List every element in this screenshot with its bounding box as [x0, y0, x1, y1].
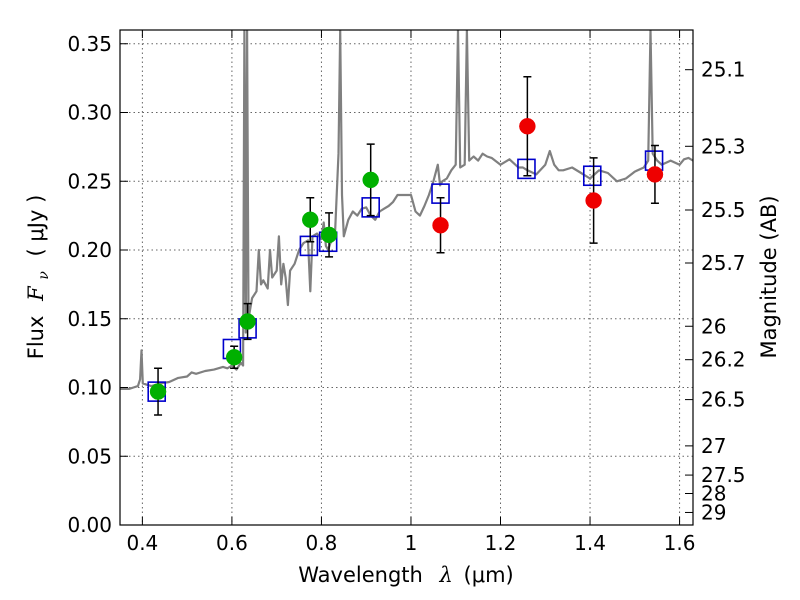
- x-axis-title: Wavelength λ (μm): [298, 563, 513, 587]
- photometry-point: [362, 171, 379, 189]
- x-axis-ticks: 0.4 0.6 0.8 1 1.2 1.4 1.6: [126, 30, 695, 555]
- y-tick-label: 0.00: [67, 513, 112, 537]
- spectrum-line: [120, 30, 693, 390]
- y-tick-label: 0.20: [67, 238, 112, 262]
- photometry-point: [646, 166, 664, 183]
- photometry-point: [519, 118, 536, 135]
- y2-tick-label: 26.5: [701, 388, 746, 412]
- y-tick-label: 0.35: [67, 32, 112, 56]
- x-tick-label: 0.8: [306, 531, 338, 555]
- model-squares-layer: [147, 150, 664, 402]
- x-tick-label: 1.4: [574, 531, 606, 555]
- y2-tick-label: 25.1: [701, 58, 746, 82]
- y2-tick-label: 25.5: [701, 198, 746, 222]
- x-tick-label: 1.2: [485, 531, 517, 555]
- model-square: [582, 165, 602, 187]
- photometry-point: [149, 383, 167, 400]
- model-square: [299, 235, 319, 257]
- y-axis-ticks: 0.00 0.05 0.10 0.15 0.20 0.25 0.30 0.35: [67, 32, 128, 537]
- y2-tick-label: 27.5: [701, 463, 746, 487]
- y-tick-label: 0.25: [67, 169, 112, 193]
- y2-tick-label: 26.2: [701, 348, 746, 372]
- y-tick-label: 0.10: [67, 376, 112, 400]
- y2-tick-label: 25.7: [701, 251, 746, 275]
- y-axis-symbol-sub: ν: [36, 271, 52, 280]
- x-axis-title-main: Wavelength: [298, 563, 423, 587]
- y2-tick-label: 28: [701, 482, 726, 506]
- y-axis-title-main: Flux: [24, 316, 48, 360]
- photometry-point: [432, 217, 449, 234]
- y-axis-unit: ( μJy ): [24, 195, 48, 257]
- photometry-points-layer: [149, 118, 664, 400]
- x-tick-label: 1.6: [664, 531, 696, 555]
- plot-frame: [119, 29, 694, 526]
- y2-tick-label: 26: [701, 314, 726, 338]
- photometry-point: [320, 226, 338, 244]
- y2-tick-label: 27: [701, 434, 726, 458]
- grid-lines: [120, 30, 693, 526]
- x-axis-unit: (μm): [464, 563, 514, 587]
- photometry-point: [225, 349, 243, 366]
- errorbar-layer: [154, 76, 659, 416]
- y2-axis-title: Magnitude (AB): [757, 195, 781, 358]
- x-tick-label: 1: [405, 531, 418, 555]
- y-tick-label: 0.05: [67, 444, 112, 468]
- y2-tick-label: 25.3: [701, 134, 746, 158]
- y-axis-symbol: F: [24, 285, 48, 302]
- model-square: [517, 158, 536, 180]
- photometry-point: [302, 211, 319, 228]
- y2-tick-label: 29: [701, 500, 726, 524]
- photometry-point: [585, 192, 602, 209]
- photometry-point: [239, 313, 256, 330]
- y-axis-title: Flux F ν ( μJy ): [24, 195, 53, 360]
- y-tick-label: 0.30: [67, 101, 112, 125]
- spectrum-line-layer: [120, 30, 693, 390]
- x-axis-symbol: λ: [439, 563, 453, 587]
- x-tick-label: 0.6: [216, 531, 248, 555]
- x-tick-label: 0.4: [126, 531, 158, 555]
- y-tick-label: 0.15: [67, 307, 112, 331]
